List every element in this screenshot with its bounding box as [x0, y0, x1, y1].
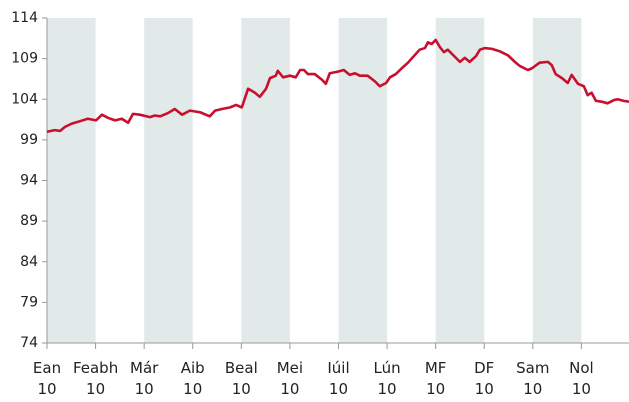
y-tick-label: 104	[11, 91, 38, 107]
band	[241, 18, 290, 343]
y-tick-label: 109	[11, 51, 38, 67]
y-tick-label: 74	[20, 335, 38, 351]
band	[532, 18, 582, 343]
x-tick-label: Lún 10	[373, 359, 401, 398]
y-tick-label: 99	[20, 132, 38, 148]
x-tick-label: Sam 10	[516, 359, 550, 398]
x-tick-label: Aib 10	[180, 359, 205, 398]
band	[338, 18, 388, 343]
x-tick-label: Beal 10	[224, 359, 258, 398]
x-tick-label: Iúil 10	[327, 359, 350, 398]
x-tick-label: MF 10	[424, 359, 447, 398]
y-tick-label: 84	[20, 254, 38, 270]
y-tick-label: 89	[20, 213, 38, 229]
band	[47, 18, 96, 343]
x-tick-label: Nol 10	[569, 359, 594, 398]
y-tick-label: 94	[20, 173, 38, 189]
y-tick-label: 79	[20, 294, 38, 310]
y-tick-label: 114	[11, 10, 38, 26]
band	[435, 18, 485, 343]
band	[144, 18, 193, 343]
x-tick-label: Ean 10	[32, 359, 62, 398]
line	[46, 38, 629, 134]
x-tick-label: Már 10	[130, 359, 159, 398]
x-tick-label: Mei 10	[276, 359, 304, 398]
x-tick-label: Feabh 10	[72, 359, 119, 398]
x-tick-label: DF 10	[474, 359, 495, 398]
